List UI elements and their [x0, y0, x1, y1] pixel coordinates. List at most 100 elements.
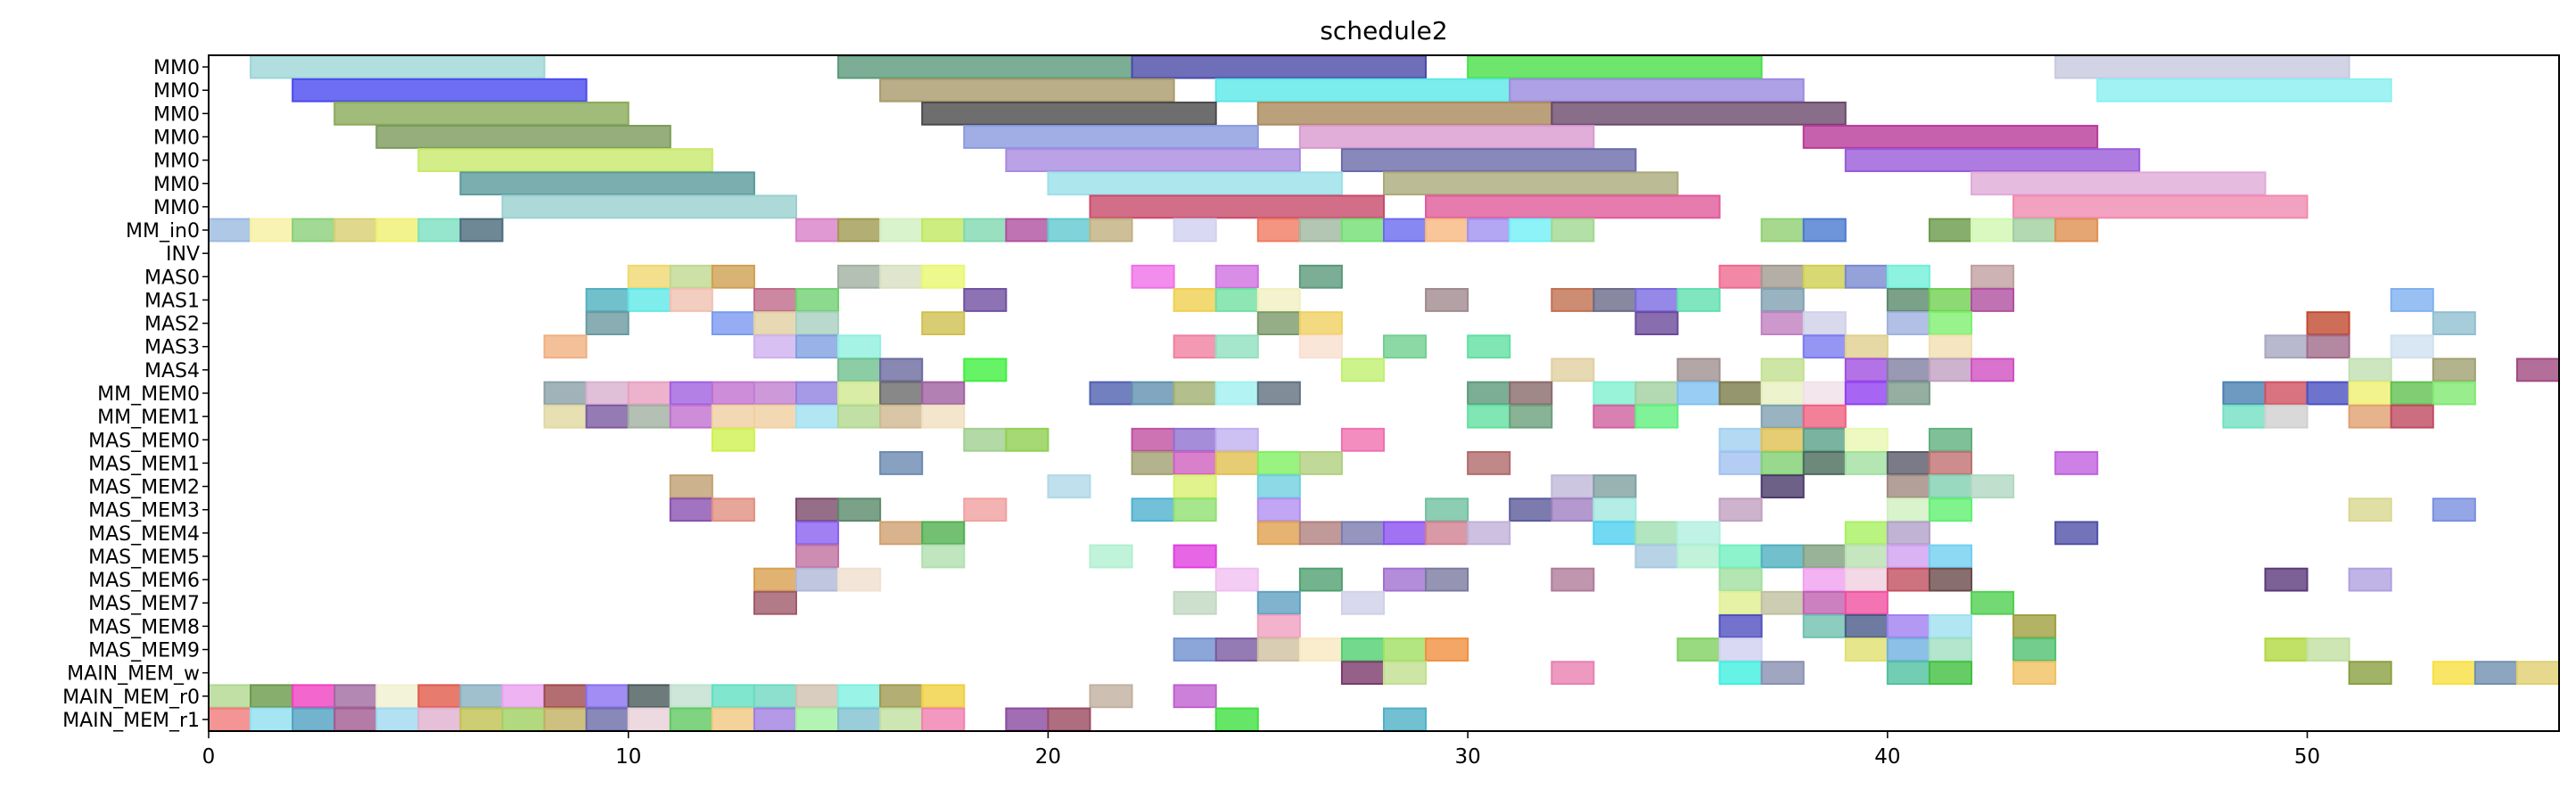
task-bar — [753, 381, 798, 406]
task-bar — [1676, 358, 1721, 382]
task-bar — [1760, 381, 1805, 406]
task-bar — [585, 381, 630, 406]
task-bar — [2264, 637, 2309, 662]
task-bar — [1131, 264, 1175, 289]
task-bar — [879, 358, 924, 382]
task-bar — [1551, 567, 1595, 592]
task-bar — [1467, 54, 1763, 79]
task-bar — [1886, 381, 1930, 406]
task-bar — [1971, 218, 2015, 243]
task-bar — [2264, 404, 2309, 429]
task-bar — [1047, 474, 1091, 498]
y-tick-label: MM_in0 — [126, 220, 200, 243]
task-bar — [921, 218, 966, 243]
task-bar — [2012, 194, 2309, 219]
task-bar — [1593, 498, 1637, 522]
task-bar — [795, 218, 840, 243]
task-bar — [837, 218, 882, 243]
task-bar — [1089, 544, 1133, 569]
task-bar — [669, 498, 713, 522]
task-bar — [1131, 54, 1428, 79]
task-bar — [501, 194, 797, 219]
task-bar — [2222, 404, 2267, 429]
task-bar — [2348, 381, 2392, 406]
task-bar — [2012, 661, 2057, 686]
x-axis-ticks: 0 10 20 30 40 50 — [202, 731, 2320, 769]
task-bar — [585, 311, 630, 336]
task-bar — [1844, 148, 2141, 173]
task-bar — [1173, 474, 1217, 498]
task-bar — [2012, 218, 2057, 243]
task-bar — [1844, 637, 1889, 662]
task-bar — [921, 521, 966, 546]
task-bar — [669, 404, 713, 429]
task-bar — [753, 334, 798, 359]
task-bar — [1298, 264, 1343, 289]
task-bar — [501, 707, 546, 732]
task-bar — [1340, 148, 1637, 173]
task-bar — [1467, 381, 1511, 406]
task-bar — [627, 264, 671, 289]
task-bar — [837, 707, 882, 732]
task-bar — [1173, 288, 1217, 312]
y-tick-label: MM0 — [153, 80, 200, 103]
task-bar — [1298, 311, 1343, 336]
task-bar — [753, 707, 798, 732]
task-bar — [1256, 288, 1301, 312]
task-bar — [543, 334, 588, 359]
task-bar — [2264, 334, 2309, 359]
task-bar — [543, 381, 588, 406]
task-bar — [1802, 544, 1847, 569]
task-bar — [1760, 218, 1805, 243]
task-bar — [1760, 661, 1805, 686]
task-bar — [1844, 427, 1889, 452]
task-bar — [543, 684, 588, 709]
task-bar — [1760, 590, 1805, 615]
task-bar — [1593, 381, 1637, 406]
task-bar — [1173, 637, 1217, 662]
task-bar — [879, 521, 924, 546]
task-bar — [753, 404, 798, 429]
plot-frame — [208, 54, 2560, 732]
task-bar — [2264, 567, 2309, 592]
task-bar — [1718, 427, 1763, 452]
task-bar — [879, 404, 924, 429]
task-bar — [2054, 54, 2350, 79]
task-bar — [1718, 450, 1763, 475]
task-bar — [1760, 450, 1805, 475]
task-bar — [1131, 498, 1175, 522]
task-bar — [2515, 358, 2560, 382]
task-bar — [1676, 381, 1721, 406]
task-bar — [1256, 381, 1301, 406]
task-bar — [1298, 218, 1343, 243]
task-bar — [1718, 544, 1763, 569]
task-bar — [795, 544, 840, 569]
y-tick-label: MAIN_MEM_w — [67, 663, 200, 686]
y-tick-label: MAS2 — [144, 314, 200, 336]
task-bar — [711, 404, 755, 429]
task-bar — [208, 707, 252, 732]
task-bar — [2348, 358, 2392, 382]
task-bar — [1718, 381, 1763, 406]
task-bar — [2390, 288, 2434, 312]
task-bar — [879, 78, 1175, 103]
task-bar — [1676, 637, 1721, 662]
task-bar — [2390, 381, 2434, 406]
task-bar — [1173, 450, 1217, 475]
task-bar — [963, 288, 1008, 312]
task-bar — [627, 381, 671, 406]
task-bar — [1256, 101, 1553, 126]
task-bar — [1256, 498, 1301, 522]
y-tick-label: MAS_MEM5 — [88, 547, 200, 569]
task-bar — [669, 381, 713, 406]
task-bar — [1886, 474, 1930, 498]
task-bar — [1551, 661, 1595, 686]
task-bar — [1802, 590, 1847, 615]
task-bar — [2222, 381, 2267, 406]
task-bar — [795, 521, 840, 546]
task-bar — [2348, 498, 2392, 522]
task-bar — [1256, 637, 1301, 662]
x-tick-label: 10 — [615, 745, 641, 769]
task-bar — [1551, 498, 1595, 522]
task-bar — [1256, 311, 1301, 336]
